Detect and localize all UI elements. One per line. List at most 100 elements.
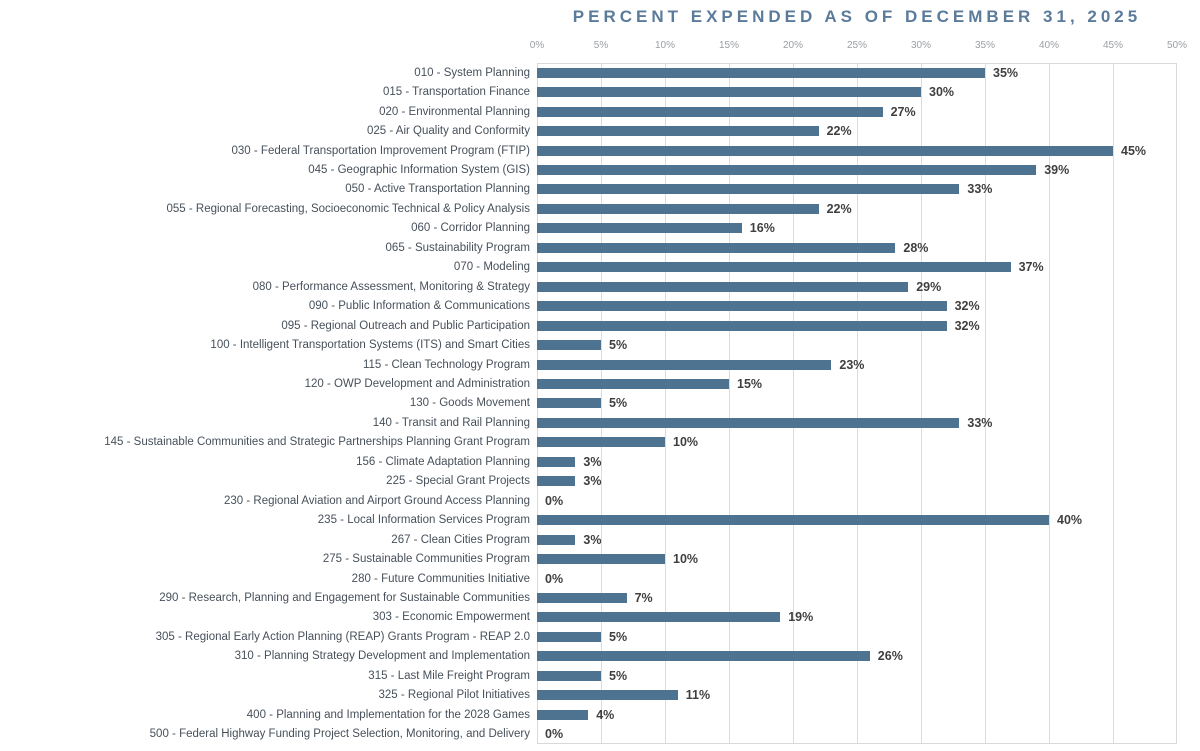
bar bbox=[537, 281, 909, 292]
category-label: 080 - Performance Assessment, Monitoring… bbox=[252, 280, 530, 293]
bar bbox=[537, 690, 678, 701]
value-label: 33% bbox=[967, 182, 993, 197]
category-label: 025 - Air Quality and Conformity bbox=[367, 125, 530, 138]
bar-track: 19% bbox=[537, 608, 1177, 627]
category-label: 050 - Active Transportation Planning bbox=[345, 183, 530, 196]
category-label: 310 - Planning Strategy Development and … bbox=[234, 650, 530, 663]
bar bbox=[537, 651, 870, 662]
bar-row: 500 - Federal Highway Funding Project Se… bbox=[0, 724, 1177, 743]
bar bbox=[537, 612, 781, 623]
bar-row: 130 - Goods Movement 5% bbox=[0, 394, 1177, 413]
value-label: 4% bbox=[596, 707, 615, 722]
bar-row: 025 - Air Quality and Conformity 22% bbox=[0, 121, 1177, 140]
category-label: 235 - Local Information Services Program bbox=[317, 514, 530, 527]
value-label: 22% bbox=[826, 124, 852, 139]
x-axis-tick: 15% bbox=[718, 40, 740, 51]
x-axis-tick: 20% bbox=[782, 40, 804, 51]
bar bbox=[537, 301, 947, 312]
bar bbox=[537, 262, 1011, 273]
bar-track: 27% bbox=[537, 102, 1177, 121]
bar bbox=[537, 398, 601, 409]
value-label: 5% bbox=[609, 396, 628, 411]
value-label: 3% bbox=[583, 532, 602, 547]
bar bbox=[537, 592, 627, 603]
bar-row: 145 - Sustainable Communities and Strate… bbox=[0, 433, 1177, 452]
bar-track: 32% bbox=[537, 296, 1177, 315]
bar-row: 290 - Research, Planning and Engagement … bbox=[0, 588, 1177, 607]
bar bbox=[537, 515, 1049, 526]
bar-track: 33% bbox=[537, 180, 1177, 199]
bar-row: 050 - Active Transportation Planning 33% bbox=[0, 180, 1177, 199]
x-axis-tick: 30% bbox=[910, 40, 932, 51]
bar-track: 11% bbox=[537, 686, 1177, 705]
value-label: 5% bbox=[609, 338, 628, 353]
bar-track: 0% bbox=[537, 569, 1177, 588]
bar-row: 065 - Sustainability Program 28% bbox=[0, 238, 1177, 257]
bar bbox=[537, 554, 665, 565]
bar bbox=[537, 631, 601, 642]
bar-row: 305 - Regional Early Action Planning (RE… bbox=[0, 627, 1177, 646]
bar-track: 16% bbox=[537, 219, 1177, 238]
bar-track: 39% bbox=[537, 160, 1177, 179]
category-label: 070 - Modeling bbox=[453, 261, 530, 274]
category-label: 045 - Geographic Information System (GIS… bbox=[308, 163, 530, 176]
bar-track: 35% bbox=[537, 63, 1177, 82]
x-axis-tick: 0% bbox=[529, 40, 545, 51]
bar-row: 225 - Special Grant Projects 3% bbox=[0, 472, 1177, 491]
bar-track: 5% bbox=[537, 394, 1177, 413]
category-label: 305 - Regional Early Action Planning (RE… bbox=[155, 630, 530, 643]
value-label: 16% bbox=[749, 221, 775, 236]
bar-track: 22% bbox=[537, 121, 1177, 140]
value-label: 28% bbox=[903, 240, 929, 255]
x-axis-tick: 35% bbox=[974, 40, 996, 51]
bar-row: 310 - Planning Strategy Development and … bbox=[0, 647, 1177, 666]
category-label: 140 - Transit and Rail Planning bbox=[372, 416, 530, 429]
category-label: 020 - Environmental Planning bbox=[379, 105, 530, 118]
x-axis-tick: 5% bbox=[593, 40, 609, 51]
value-label: 32% bbox=[954, 299, 980, 314]
bar-track: 32% bbox=[537, 316, 1177, 335]
bar-row: 060 - Corridor Planning 16% bbox=[0, 219, 1177, 238]
x-axis-tick: 25% bbox=[846, 40, 868, 51]
category-label: 130 - Goods Movement bbox=[409, 397, 530, 410]
value-label: 39% bbox=[1044, 162, 1070, 177]
bar-row: 303 - Economic Empowerment 19% bbox=[0, 608, 1177, 627]
bar-track: 3% bbox=[537, 452, 1177, 471]
bar-row: 100 - Intelligent Transportation Systems… bbox=[0, 335, 1177, 354]
category-label: 065 - Sustainability Program bbox=[385, 241, 530, 254]
bar-track: 0% bbox=[537, 724, 1177, 743]
bar-row: 095 - Regional Outreach and Public Parti… bbox=[0, 316, 1177, 335]
bar bbox=[537, 378, 729, 389]
bar-row: 156 - Climate Adaptation Planning 3% bbox=[0, 452, 1177, 471]
bar-track: 3% bbox=[537, 472, 1177, 491]
bar bbox=[537, 670, 601, 681]
bar-track: 45% bbox=[537, 141, 1177, 160]
category-label: 015 - Transportation Finance bbox=[382, 86, 530, 99]
value-label: 45% bbox=[1121, 143, 1147, 158]
bar-row: 030 - Federal Transportation Improvement… bbox=[0, 141, 1177, 160]
bar-row: 115 - Clean Technology Program 23% bbox=[0, 355, 1177, 374]
bar bbox=[537, 476, 576, 487]
bar-track: 7% bbox=[537, 588, 1177, 607]
category-label: 010 - System Planning bbox=[414, 66, 530, 79]
bar-track: 40% bbox=[537, 510, 1177, 529]
value-label: 23% bbox=[839, 357, 865, 372]
bar bbox=[537, 67, 985, 78]
category-label: 290 - Research, Planning and Engagement … bbox=[159, 591, 530, 604]
category-label: 230 - Regional Aviation and Airport Grou… bbox=[223, 494, 530, 507]
bar-rows: 010 - System Planning 35% 015 - Transpor… bbox=[0, 63, 1177, 744]
bar bbox=[537, 184, 960, 195]
value-label: 0% bbox=[545, 727, 564, 742]
bar-row: 325 - Regional Pilot Initiatives 11% bbox=[0, 686, 1177, 705]
bar-track: 22% bbox=[537, 199, 1177, 218]
bar-row: 315 - Last Mile Freight Program 5% bbox=[0, 666, 1177, 685]
bar-track: 15% bbox=[537, 374, 1177, 393]
value-label: 32% bbox=[954, 318, 980, 333]
bar-track: 0% bbox=[537, 491, 1177, 510]
category-label: 500 - Federal Highway Funding Project Se… bbox=[149, 728, 530, 741]
value-label: 35% bbox=[993, 65, 1019, 80]
bar-row: 090 - Public Information & Communication… bbox=[0, 296, 1177, 315]
bar-row: 140 - Transit and Rail Planning 33% bbox=[0, 413, 1177, 432]
value-label: 30% bbox=[929, 85, 955, 100]
